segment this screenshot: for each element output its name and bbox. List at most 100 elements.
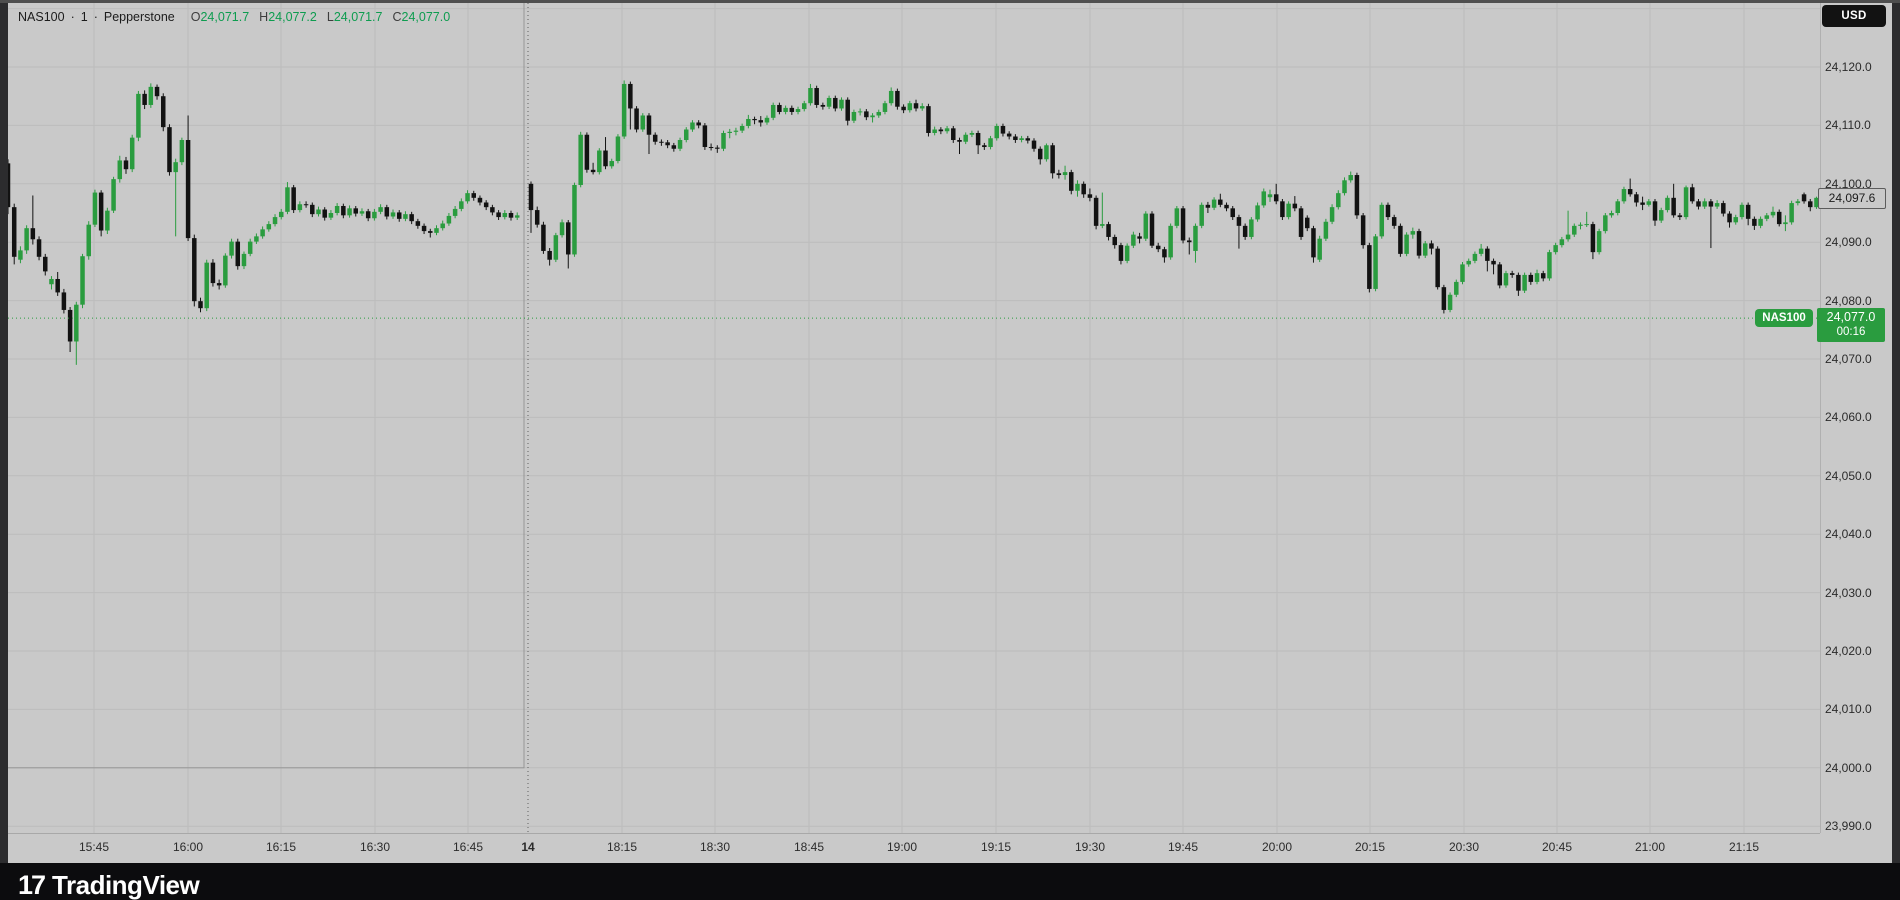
candle — [1752, 216, 1757, 230]
candle — [136, 90, 141, 142]
candle — [1714, 200, 1720, 209]
candle — [452, 205, 458, 219]
candle — [1193, 223, 1198, 263]
candle — [628, 81, 633, 130]
candle — [895, 88, 900, 110]
candle — [353, 205, 359, 217]
candlestick-chart-canvas[interactable] — [8, 3, 1820, 833]
tradingview-logo[interactable]: 17 TradingView — [18, 872, 200, 899]
candle — [777, 102, 782, 115]
candle — [1317, 235, 1322, 263]
candle — [1075, 180, 1080, 197]
candle — [1416, 228, 1422, 259]
candle — [1646, 198, 1652, 207]
candle — [514, 212, 520, 221]
candle — [1615, 198, 1620, 216]
candle — [1305, 215, 1310, 232]
open-key: O — [190, 10, 201, 24]
candle — [123, 156, 129, 174]
time-axis-label: 20:45 — [1541, 840, 1573, 854]
candle — [1565, 210, 1571, 242]
candle — [851, 109, 857, 124]
candle — [696, 120, 701, 129]
last-price-label: 24,097.6 — [1818, 187, 1886, 209]
candle — [1665, 195, 1670, 213]
candle — [1013, 134, 1018, 143]
candle — [1472, 251, 1478, 264]
candle — [1342, 177, 1347, 196]
candle — [204, 259, 209, 312]
candle — [715, 145, 720, 153]
chart-widget — [8, 3, 1892, 863]
candle — [870, 113, 875, 123]
price-axis-label: 24,090.0 — [1825, 235, 1872, 250]
close-key: C — [392, 10, 402, 24]
candle — [1671, 183, 1676, 218]
candle — [1385, 202, 1391, 221]
candle — [409, 211, 414, 225]
candle — [615, 134, 621, 164]
candle — [646, 113, 652, 155]
candle — [1509, 270, 1515, 278]
candle — [142, 90, 147, 110]
candle — [684, 127, 689, 143]
candle — [1249, 217, 1254, 240]
candle — [1578, 222, 1583, 230]
candle — [1404, 232, 1409, 257]
candle — [1000, 123, 1006, 137]
candle — [1124, 243, 1130, 264]
candle — [944, 125, 950, 134]
candle — [677, 137, 683, 152]
time-axis-border — [8, 833, 1820, 834]
candle — [1690, 183, 1695, 204]
price-axis-label: 24,000.0 — [1825, 760, 1872, 775]
candle — [496, 210, 501, 221]
candle — [1522, 272, 1527, 294]
currency-toggle-badge[interactable]: USD — [1822, 5, 1886, 27]
candle — [74, 301, 79, 365]
time-axis-label: 21:00 — [1634, 840, 1666, 854]
rectangle-drawing[interactable] — [8, 3, 525, 769]
candle — [36, 236, 42, 261]
candle — [758, 116, 764, 127]
candle — [1267, 189, 1273, 202]
candle — [559, 219, 565, 238]
candle — [1758, 216, 1763, 229]
candle — [328, 210, 334, 221]
candle — [1348, 171, 1353, 183]
candle — [1634, 191, 1639, 207]
candle — [1087, 188, 1093, 202]
candle — [659, 139, 664, 146]
candle — [1298, 205, 1304, 240]
legend-interval[interactable]: 1 — [80, 10, 88, 24]
candle — [1770, 206, 1776, 218]
candle — [1808, 198, 1813, 212]
candle — [117, 155, 123, 183]
symbol-legend[interactable]: NAS100 · 1 · Pepperstone O24,071.7 H24,0… — [18, 8, 450, 26]
current-price-value: 24,077.0 — [1826, 310, 1876, 325]
candle — [359, 208, 365, 216]
candle — [1273, 183, 1279, 205]
candle — [80, 253, 85, 309]
candle — [465, 190, 470, 204]
candle — [1640, 196, 1645, 211]
candle — [553, 232, 559, 263]
candle — [297, 201, 303, 213]
candle — [11, 203, 17, 265]
candle — [833, 95, 838, 112]
candle — [216, 279, 222, 290]
candle — [440, 220, 445, 231]
candle — [285, 182, 290, 215]
candle — [578, 131, 583, 188]
time-axis-label: 18:15 — [606, 840, 638, 854]
candle — [1242, 223, 1248, 240]
candle — [652, 132, 658, 145]
candle — [167, 124, 172, 176]
candle — [1466, 258, 1471, 267]
candle — [223, 253, 228, 288]
candle — [584, 132, 590, 173]
candle — [1286, 201, 1291, 220]
candle — [210, 259, 216, 287]
legend-symbol[interactable]: NAS100 — [18, 10, 65, 24]
